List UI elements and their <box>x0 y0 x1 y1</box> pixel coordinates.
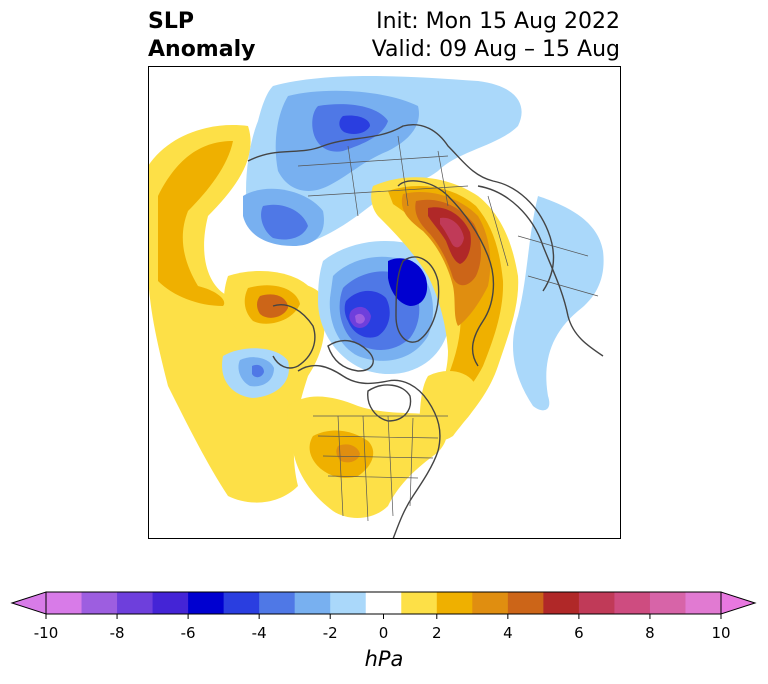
colorbar-box <box>81 592 118 614</box>
colorbar-box <box>259 592 296 614</box>
arctic-islands-coastline <box>327 339 374 372</box>
colorbar-tick-label: -10 <box>34 624 59 642</box>
north-america-coastline <box>297 364 441 539</box>
colorbar-extend-max <box>720 591 757 615</box>
europe-coastline <box>477 185 604 357</box>
colorbar-box <box>365 592 402 614</box>
title-quantity: Anomaly <box>148 37 256 62</box>
alaska-coastline <box>272 304 316 369</box>
colorbar-box <box>330 592 367 614</box>
colorbar-box <box>614 592 651 614</box>
colorbar-tick-label: 0 <box>379 624 389 642</box>
map-frame <box>148 66 621 539</box>
colorbar-box <box>401 592 438 614</box>
hudson-bay-coastline <box>367 384 412 422</box>
colorbar-box <box>685 592 722 614</box>
anomaly-fill-layer <box>148 66 621 539</box>
positive-anomaly-scandinavia-peak <box>440 217 464 248</box>
colorbar-ticks: -10 -8 -6 -4 -2 0 2 4 6 8 10 <box>34 614 731 642</box>
coastlines <box>247 124 604 539</box>
colorbar-box <box>294 592 331 614</box>
anomaly-map <box>148 66 621 539</box>
colorbar-box <box>188 592 225 614</box>
negative-anomaly-west-core <box>261 204 308 240</box>
colorbar-tick-label: -2 <box>323 624 338 642</box>
colorbar-tick-label: 10 <box>711 624 730 642</box>
plot-title-right: Init: Mon 15 Aug 2022 Valid: 09 Aug – 15… <box>372 8 620 64</box>
colorbar-tick-label: 8 <box>645 624 655 642</box>
colorbar-box <box>578 592 615 614</box>
positive-anomaly-pacific-arc-core <box>158 141 233 306</box>
colorbar-tick-label: -6 <box>181 624 196 642</box>
negative-anomaly-pole-max <box>355 313 365 324</box>
colorbar-box <box>472 592 509 614</box>
init-date-label: Init: Mon 15 Aug 2022 <box>376 9 620 34</box>
us-state-borders <box>313 415 448 522</box>
negative-anomaly-pole-deep <box>388 258 428 306</box>
colorbar-tick-label: 6 <box>574 624 584 642</box>
colorbar: -10 -8 -6 -4 -2 0 2 4 6 8 10 hPa <box>10 591 757 671</box>
colorbar-extend-min <box>10 591 47 615</box>
colorbar-box <box>152 592 189 614</box>
title-variable: SLP <box>148 9 194 34</box>
positive-anomaly-aleutian-peak <box>257 294 288 318</box>
negative-anomaly-siberia-peak <box>339 115 370 134</box>
eurasia-coastline <box>247 124 555 292</box>
colorbar-boxes <box>46 592 722 614</box>
colorbar-box <box>46 592 83 614</box>
colorbar-tick-label: -4 <box>252 624 267 642</box>
positive-anomaly-north-america-core <box>336 444 360 463</box>
colorbar-box <box>117 592 154 614</box>
borders <box>297 135 599 522</box>
scandinavia-coastline <box>397 180 495 367</box>
colorbar-box <box>436 592 473 614</box>
greenland-coastline <box>395 256 440 343</box>
colorbar-tick-label: 2 <box>432 624 442 642</box>
colorbar-tick-label: -8 <box>110 624 125 642</box>
colorbar-box <box>507 592 544 614</box>
valid-range-label: Valid: 09 Aug – 15 Aug <box>371 37 620 62</box>
colorbar-tick-label: 4 <box>503 624 513 642</box>
negative-anomaly-north-pacific-peak <box>252 364 264 378</box>
colorbar-unit-label: hPa <box>365 647 404 671</box>
colorbar-box <box>543 592 580 614</box>
negative-anomaly-europe <box>513 196 604 411</box>
colorbar-box <box>223 592 260 614</box>
colorbar-box <box>649 592 686 614</box>
plot-title-left: SLP Anomaly <box>148 8 255 64</box>
positive-anomaly-atlantic <box>419 371 478 437</box>
eurasia-borders <box>297 135 599 297</box>
